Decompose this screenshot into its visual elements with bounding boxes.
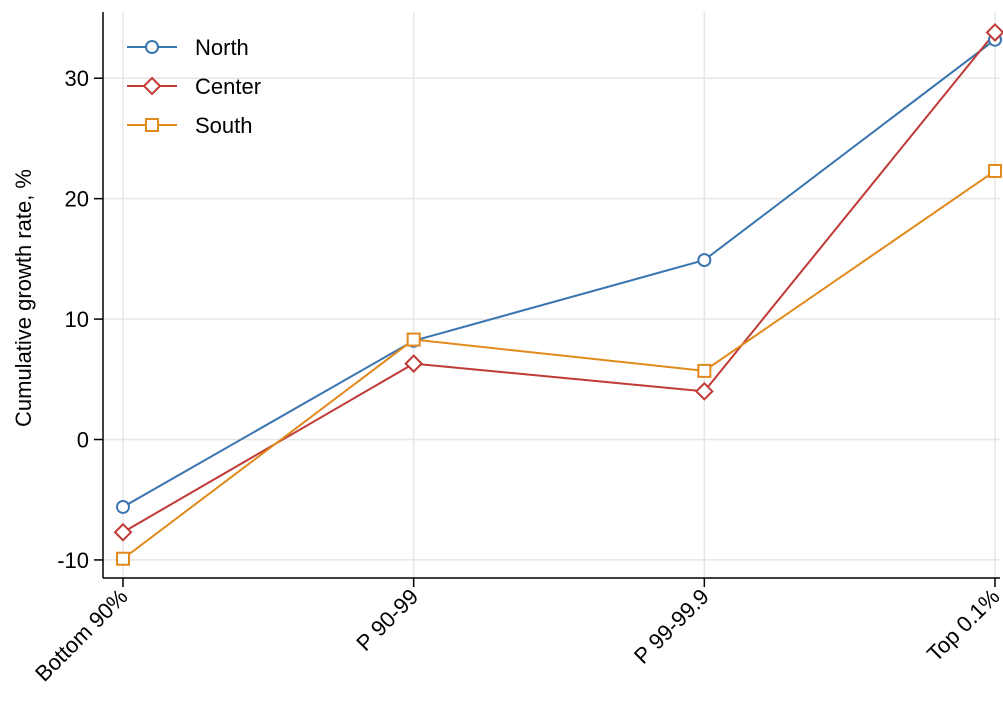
y-tick-label: 20 (65, 187, 89, 212)
legend-label-south: South (195, 113, 253, 138)
axes-layer: -10 0 10 20 30 Bottom 90% P 90-99 P 99-99.9 Top … (30, 12, 1003, 686)
series-layer (113, 23, 1003, 566)
y-axis-label: Cumulative growth rate, % (11, 169, 36, 427)
series-line-center (122, 31, 996, 534)
data-point-north (116, 499, 130, 514)
data-point-center (985, 23, 1003, 42)
series-line-south (122, 170, 996, 560)
series-line-north (122, 38, 996, 508)
data-point-center (113, 522, 133, 542)
data-point-center (694, 381, 714, 401)
x-tick-label: Bottom 90% (30, 584, 132, 686)
y-tick-label: -10 (57, 548, 89, 573)
data-point-south (406, 332, 421, 347)
legend-marker-south (145, 118, 159, 132)
x-tick-label: P 90-99 (351, 584, 423, 656)
x-tick-label: P 99-99.9 (629, 584, 714, 669)
legend-label-north: North (195, 35, 249, 60)
legend: North Center South (127, 35, 261, 138)
y-tick-label: 0 (77, 428, 89, 453)
data-point-south (697, 363, 712, 378)
data-point-north (697, 253, 712, 268)
data-point-center (404, 354, 424, 374)
legend-marker-north (145, 40, 159, 54)
x-tick-label: Top 0.1% (922, 584, 1003, 667)
legend-marker-center (142, 76, 162, 96)
y-tick-label: 30 (65, 66, 89, 91)
data-point-south (988, 163, 1002, 178)
grid-layer (103, 12, 1000, 578)
data-point-south (116, 551, 130, 566)
y-tick-label: 10 (65, 307, 89, 332)
legend-label-center: Center (195, 74, 261, 99)
